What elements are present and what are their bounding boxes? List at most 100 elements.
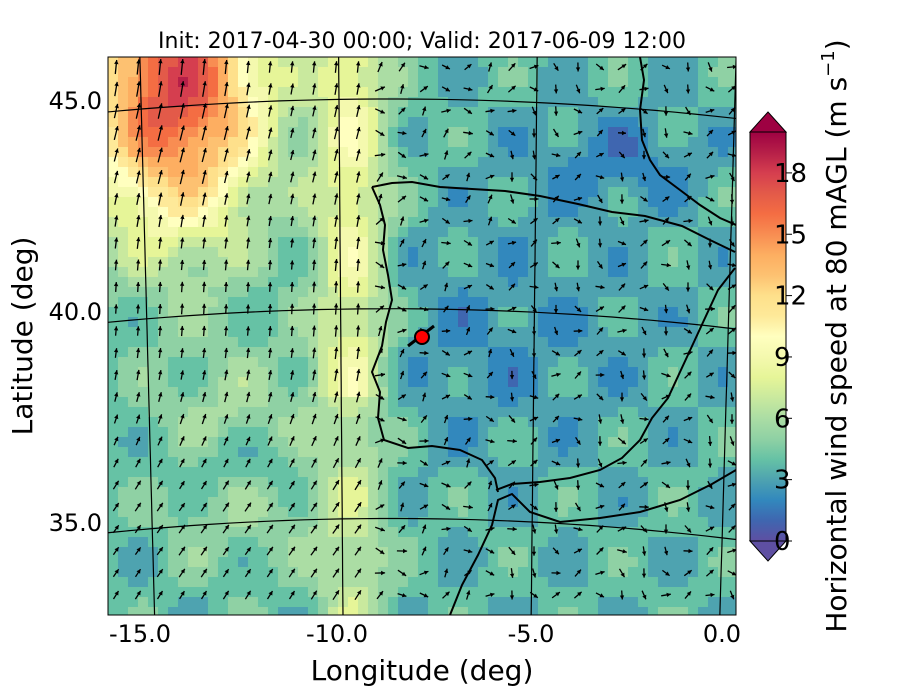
field-cell	[668, 457, 679, 468]
wind-arrow-head	[114, 547, 119, 552]
field-cell	[478, 557, 489, 568]
field-cell	[288, 197, 299, 208]
field-cell	[268, 67, 279, 78]
field-cell	[618, 267, 629, 278]
field-cell	[308, 497, 319, 508]
wind-arrow-head	[290, 392, 295, 397]
field-cell	[308, 407, 319, 418]
field-cell	[248, 377, 259, 388]
field-cell	[258, 607, 269, 615]
field-cell	[608, 137, 619, 148]
field-cell	[728, 427, 736, 438]
field-cell	[188, 397, 199, 408]
field-cell	[218, 107, 229, 118]
field-cell	[448, 327, 459, 338]
field-cell	[658, 427, 669, 438]
field-cell	[458, 597, 469, 608]
field-cell	[158, 107, 169, 118]
field-cell	[428, 377, 439, 388]
wind-arrow-head	[446, 328, 451, 334]
field-cell	[158, 347, 169, 358]
field-cell	[348, 537, 359, 548]
field-cell	[188, 367, 199, 378]
field-cell	[418, 217, 429, 228]
wind-arrow-head	[512, 526, 517, 532]
wind-arrow-head	[423, 570, 429, 575]
field-cell	[338, 147, 349, 158]
field-cell	[708, 107, 719, 118]
field-cell	[368, 367, 379, 378]
wind-arrow-head	[246, 126, 251, 132]
field-cell	[678, 467, 689, 478]
field-cell	[228, 417, 239, 428]
field-cell	[558, 357, 569, 368]
field-cell	[248, 427, 259, 438]
field-cell	[438, 137, 449, 148]
wind-arrow-head	[136, 458, 141, 464]
field-cell	[708, 397, 719, 408]
field-cell	[348, 277, 359, 288]
field-cell	[668, 87, 679, 98]
wind-arrow-head	[578, 328, 583, 334]
field-cell	[348, 557, 359, 568]
field-cell	[458, 347, 469, 358]
field-cell	[348, 217, 359, 228]
field-cell	[198, 527, 209, 538]
field-cell	[138, 387, 149, 398]
field-cell	[398, 87, 409, 98]
field-cell	[588, 327, 599, 338]
field-cell	[428, 177, 439, 188]
field-cell	[118, 57, 129, 68]
field-cell	[168, 397, 179, 408]
field-cell	[348, 517, 359, 528]
field-cell	[358, 167, 369, 178]
field-cell	[288, 597, 299, 608]
field-cell	[408, 467, 419, 478]
field-cell	[498, 467, 509, 478]
wind-arrow-head	[686, 462, 691, 468]
field-cell	[278, 327, 289, 338]
field-cell	[698, 417, 709, 428]
field-cell	[698, 367, 709, 378]
field-cell	[708, 187, 719, 198]
field-cell	[458, 217, 469, 228]
field-cell	[698, 267, 709, 278]
field-cell	[648, 127, 659, 138]
field-cell	[298, 327, 309, 338]
field-cell	[248, 527, 259, 538]
field-cell	[428, 517, 439, 528]
field-cell	[548, 247, 559, 258]
field-cell	[408, 137, 419, 148]
field-cell	[448, 57, 459, 68]
field-cell	[718, 237, 729, 248]
field-cell	[228, 597, 239, 608]
wind-arrow-head	[622, 460, 627, 466]
field-cell	[398, 287, 409, 298]
field-cell	[638, 467, 649, 478]
field-cell	[378, 457, 389, 468]
field-cell	[338, 117, 349, 128]
field-cell	[548, 537, 559, 548]
field-cell	[408, 207, 419, 218]
field-cell	[578, 197, 589, 208]
field-cell	[658, 507, 669, 518]
graticule-parallel	[108, 308, 736, 330]
field-cell	[598, 87, 609, 98]
field-cell	[248, 467, 259, 478]
field-cell	[668, 387, 679, 398]
field-cell	[138, 317, 149, 328]
wind-arrow-head	[709, 569, 714, 575]
field-cell	[238, 547, 249, 558]
field-cell	[118, 167, 129, 178]
field-cell	[208, 57, 219, 68]
field-cell	[688, 197, 699, 208]
field-cell	[228, 547, 239, 558]
field-cell	[258, 187, 269, 198]
wind-arrow-head	[709, 87, 715, 92]
field-cell	[228, 187, 239, 198]
field-cell	[108, 267, 119, 278]
field-cell	[318, 397, 329, 408]
wind-arrow-head	[708, 220, 713, 226]
field-cell	[518, 167, 529, 178]
field-cell	[458, 167, 469, 178]
